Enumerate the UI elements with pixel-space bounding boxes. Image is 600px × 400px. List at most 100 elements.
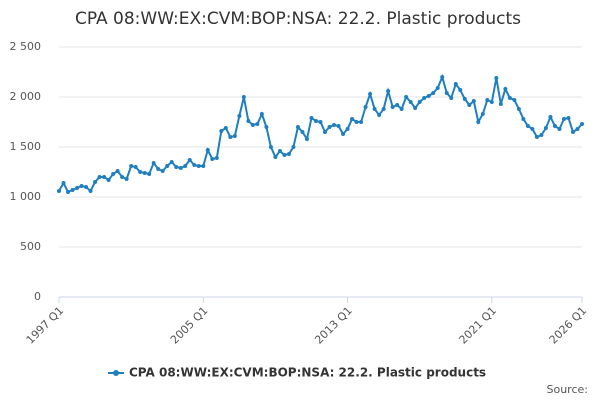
point (318, 120, 323, 124)
point (192, 163, 197, 167)
point (79, 184, 84, 188)
point (489, 100, 494, 104)
point (129, 164, 134, 168)
point (259, 112, 264, 116)
x-tick-label: 2026 Q1 (547, 304, 590, 347)
point (471, 99, 476, 103)
point (422, 96, 427, 100)
point (453, 82, 458, 86)
point (336, 124, 341, 128)
point (516, 107, 521, 111)
point (196, 164, 201, 168)
point (332, 123, 337, 127)
point (282, 153, 287, 157)
point (120, 175, 125, 179)
point (539, 133, 544, 137)
point (566, 116, 571, 120)
point (201, 164, 206, 168)
point (93, 180, 98, 184)
point (485, 98, 490, 102)
point (75, 186, 80, 190)
point (313, 119, 318, 123)
point (97, 175, 102, 179)
point (390, 105, 395, 109)
point (345, 127, 350, 131)
legend-label: CPA 08:WW:EX:CVM:BOP:NSA: 22.2. Plastic … (129, 366, 486, 380)
point (494, 76, 499, 80)
point (462, 97, 467, 101)
point (444, 91, 449, 95)
point (286, 152, 291, 156)
point (142, 171, 147, 175)
point (417, 100, 422, 104)
x-tick-label: 2013 Q1 (312, 304, 355, 347)
point (372, 107, 377, 111)
point (561, 117, 566, 121)
point (399, 107, 404, 111)
point (57, 189, 61, 193)
point (530, 127, 535, 131)
point (512, 98, 517, 102)
point (178, 166, 183, 170)
point (534, 135, 539, 139)
point (205, 148, 210, 152)
point (241, 95, 246, 99)
point (440, 75, 445, 79)
point (300, 130, 305, 134)
point (165, 164, 170, 168)
point (467, 103, 472, 107)
point (552, 124, 557, 128)
point (341, 132, 346, 136)
point (147, 172, 152, 176)
point (255, 122, 260, 126)
point (84, 185, 89, 189)
point (133, 165, 138, 169)
point (476, 120, 481, 124)
point (160, 169, 165, 173)
point (323, 130, 328, 134)
point (156, 167, 161, 171)
point (273, 155, 278, 159)
y-tick-label: 0 (34, 290, 41, 303)
point (480, 112, 485, 116)
point (228, 135, 233, 139)
point (210, 157, 215, 161)
point (174, 165, 179, 169)
point (111, 172, 116, 176)
point (214, 156, 219, 160)
source: Source: (547, 383, 589, 396)
point (426, 94, 431, 98)
point (525, 124, 530, 128)
point (386, 89, 391, 93)
point (503, 87, 508, 91)
point (377, 113, 382, 117)
point (291, 145, 296, 149)
point (70, 188, 75, 192)
point (498, 102, 503, 106)
point (449, 96, 454, 100)
point (507, 96, 512, 100)
point (359, 120, 364, 124)
x-tick-label: 2005 Q1 (168, 304, 211, 347)
point (102, 175, 107, 179)
point (354, 120, 359, 124)
point (435, 86, 440, 90)
point (431, 91, 436, 95)
point (408, 100, 413, 104)
y-tick-label: 2 000 (10, 90, 42, 103)
point (115, 169, 120, 173)
point (88, 189, 93, 193)
point (327, 125, 332, 129)
point (309, 116, 314, 120)
y-tick-label: 1 500 (10, 140, 42, 153)
point (570, 130, 575, 134)
point (268, 145, 273, 149)
point (169, 160, 174, 164)
point (106, 178, 111, 182)
point (350, 117, 355, 121)
point (404, 95, 409, 99)
point (246, 119, 251, 123)
point (277, 149, 282, 153)
y-tick-label: 500 (20, 240, 41, 253)
